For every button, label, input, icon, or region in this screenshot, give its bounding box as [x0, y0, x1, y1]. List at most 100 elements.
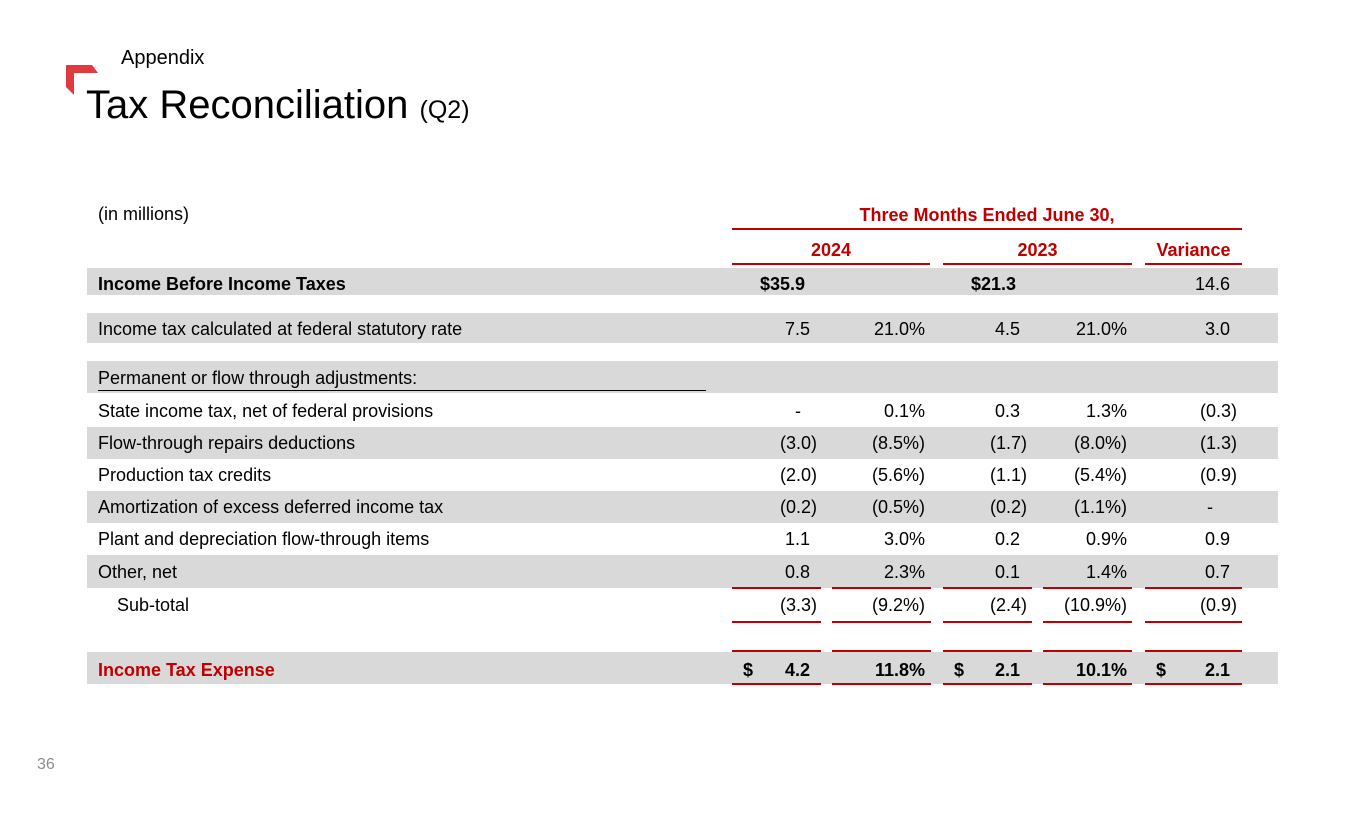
- total-rule: [1145, 650, 1242, 652]
- cell-2024-percent: (5.6%): [871, 465, 925, 485]
- subtotal-underline: [732, 621, 821, 623]
- total-rule: [1043, 650, 1132, 652]
- cell-2024-percent: (0.5%): [871, 497, 925, 517]
- cell-2023-value: (1.7): [989, 433, 1027, 453]
- units-label: (in millions): [98, 204, 190, 224]
- row-adjustments-header: Permanent or flow through adjustments:: [87, 361, 1278, 393]
- cell-variance: (0.9): [1199, 595, 1237, 615]
- cell-2024-value: 4.2: [784, 660, 810, 680]
- cell-2024-percent: 11.8%: [874, 660, 925, 680]
- table-row: Production tax credits (2.0) (5.6%) (1.1…: [87, 459, 1278, 491]
- section-label: Appendix: [121, 47, 205, 69]
- cell-2023-percent: 0.9%: [1085, 529, 1127, 549]
- table-row: Plant and depreciation flow-through item…: [87, 523, 1278, 555]
- subtotal-rule: [832, 587, 931, 589]
- row-label: Income Before Income Taxes: [98, 274, 346, 294]
- dollar-sign: $: [954, 660, 965, 680]
- cell-2024-percent: 2.3%: [883, 562, 925, 582]
- cell-2023-percent: 21.0%: [1075, 319, 1127, 339]
- cell-variance: 0.9: [1204, 529, 1230, 549]
- cell-variance: 3.0: [1204, 319, 1230, 339]
- cell-2023-value: 0.3: [994, 401, 1020, 421]
- page-number: 36: [37, 756, 55, 773]
- page-title-suffix: (Q2): [419, 96, 470, 124]
- row-label: Other, net: [98, 562, 178, 582]
- cell-2023-value: (1.1): [989, 465, 1027, 485]
- row-income-tax-expense: Income Tax Expense $ 4.2 11.8% $ 2.1 10.…: [87, 652, 1278, 684]
- row-label: State income tax, net of federal provisi…: [98, 401, 434, 421]
- adjustments-header: Permanent or flow through adjustments:: [98, 368, 418, 388]
- subtotal-rule: [1043, 587, 1132, 589]
- subtotal-underline: [943, 621, 1032, 623]
- cell-variance: 14.6: [1194, 274, 1230, 294]
- row-label: Income Tax Expense: [98, 660, 275, 680]
- total-underline: [832, 683, 931, 685]
- total-rule: [943, 650, 1032, 652]
- cell-2024-percent: (8.5%): [871, 433, 925, 453]
- cell-2024-percent: 21.0%: [873, 319, 925, 339]
- subtotal-rule: [1145, 587, 1242, 589]
- adjustments-underline: [98, 390, 706, 391]
- cell-2024-percent: (9.2%): [871, 595, 925, 615]
- cell-variance: 2.1: [1204, 660, 1230, 680]
- table-row: State income tax, net of federal provisi…: [87, 395, 1278, 427]
- cell-2023-value: 0.1: [994, 562, 1020, 582]
- total-underline: [732, 683, 821, 685]
- row-label: Sub-total: [117, 595, 190, 615]
- cell-2023-percent: 1.3%: [1085, 401, 1127, 421]
- cell-2023-value: $21.3: [971, 274, 1017, 294]
- dollar-sign: $: [743, 660, 754, 680]
- table-row: Flow-through repairs deductions (3.0) (8…: [87, 427, 1278, 459]
- row-label: Production tax credits: [98, 465, 272, 485]
- row-income-before: Income Before Income Taxes $35.9 $21.3 1…: [87, 268, 1278, 295]
- row-label: Income tax calculated at federal statuto…: [98, 319, 463, 339]
- row-federal: Income tax calculated at federal statuto…: [87, 313, 1278, 343]
- row-label: Plant and depreciation flow-through item…: [98, 529, 430, 549]
- page-title: Tax Reconciliation (Q2): [86, 83, 470, 128]
- cell-2024-value: 0.8: [784, 562, 810, 582]
- cell-variance: (1.3): [1199, 433, 1237, 453]
- subtotal-underline: [1145, 621, 1242, 623]
- cell-variance: 0.7: [1204, 562, 1230, 582]
- table-row: Other, net 0.8 2.3% 0.1 1.4% 0.7: [87, 555, 1278, 588]
- logo-icon: [66, 65, 98, 95]
- subtotal-rule: [943, 587, 1032, 589]
- cell-2023-value: (2.4): [989, 595, 1027, 615]
- cell-2024-percent: 3.0%: [883, 529, 925, 549]
- cell-2024-value: $35.9: [760, 274, 806, 294]
- cell-2024-value: 7.5: [784, 319, 810, 339]
- cell-variance: (0.9): [1199, 465, 1237, 485]
- cell-2024-value: -: [795, 401, 801, 421]
- period-header: Three Months Ended June 30,: [732, 205, 1242, 230]
- cell-2023-value: 4.5: [994, 319, 1020, 339]
- total-underline: [943, 683, 1032, 685]
- cell-2024-value: (0.2): [779, 497, 817, 517]
- cell-variance: -: [1207, 497, 1213, 517]
- dollar-sign: $: [1156, 660, 1167, 680]
- cell-2024-percent: 0.1%: [883, 401, 925, 421]
- page-title-text: Tax Reconciliation: [86, 83, 409, 127]
- cell-2024-value: 1.1: [784, 529, 810, 549]
- cell-2023-percent: (5.4%): [1073, 465, 1127, 485]
- cell-2023-percent: 1.4%: [1085, 562, 1127, 582]
- row-subtotal: Sub-total (3.3) (9.2%) (2.4) (10.9%) (0.…: [87, 589, 1278, 621]
- cell-2023-value: (0.2): [989, 497, 1027, 517]
- total-underline: [1043, 683, 1132, 685]
- cell-2023-percent: (10.9%): [1063, 595, 1127, 615]
- total-underline: [1145, 683, 1242, 685]
- col-header-2024: 2024: [732, 240, 930, 265]
- cell-2024-value: (3.3): [779, 595, 817, 615]
- row-label: Amortization of excess deferred income t…: [98, 497, 444, 517]
- cell-2023-value: 2.1: [994, 660, 1020, 680]
- table-row: Amortization of excess deferred income t…: [87, 491, 1278, 523]
- total-rule: [832, 650, 931, 652]
- total-rule: [732, 650, 821, 652]
- subtotal-rule: [732, 587, 821, 589]
- cell-2024-value: (3.0): [779, 433, 817, 453]
- cell-2024-value: (2.0): [779, 465, 817, 485]
- col-header-variance: Variance: [1145, 240, 1242, 265]
- cell-2023-value: 0.2: [994, 529, 1020, 549]
- col-header-2023: 2023: [943, 240, 1132, 265]
- cell-2023-percent: (8.0%): [1073, 433, 1127, 453]
- row-label: Flow-through repairs deductions: [98, 433, 356, 453]
